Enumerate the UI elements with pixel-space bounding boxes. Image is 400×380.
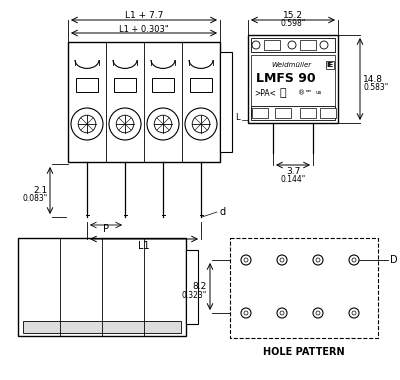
- Circle shape: [244, 258, 248, 262]
- Text: 8.2: 8.2: [193, 282, 207, 291]
- Bar: [320, 108, 336, 118]
- Bar: [300, 108, 316, 118]
- Circle shape: [320, 41, 328, 49]
- Bar: [186, 250, 198, 324]
- Circle shape: [241, 308, 251, 318]
- Text: L: L: [235, 114, 240, 122]
- Circle shape: [352, 258, 356, 262]
- Bar: [251, 55, 335, 115]
- Text: Weidmüller: Weidmüller: [271, 62, 311, 68]
- Circle shape: [313, 255, 323, 265]
- Text: 3.7: 3.7: [286, 166, 300, 176]
- Text: d: d: [219, 207, 225, 217]
- Circle shape: [277, 255, 287, 265]
- Bar: [114, 78, 136, 92]
- Bar: [275, 108, 291, 118]
- Bar: [248, 35, 338, 123]
- Bar: [230, 238, 378, 338]
- Text: Ⓢ: Ⓢ: [280, 88, 287, 98]
- Circle shape: [241, 255, 251, 265]
- Circle shape: [349, 308, 359, 318]
- Circle shape: [280, 258, 284, 262]
- Text: 0.323": 0.323": [182, 291, 207, 300]
- Text: HOLE PATTERN: HOLE PATTERN: [263, 347, 345, 357]
- Bar: [76, 78, 98, 92]
- Circle shape: [71, 108, 103, 140]
- Text: D: D: [390, 255, 398, 265]
- Text: IE: IE: [326, 62, 334, 68]
- Text: P: P: [103, 224, 109, 234]
- Circle shape: [352, 311, 356, 315]
- Circle shape: [349, 255, 359, 265]
- Circle shape: [277, 308, 287, 318]
- Bar: [251, 38, 335, 52]
- Bar: [68, 42, 220, 162]
- Circle shape: [280, 311, 284, 315]
- Circle shape: [244, 311, 248, 315]
- Circle shape: [316, 258, 320, 262]
- Circle shape: [154, 115, 172, 133]
- Circle shape: [192, 115, 210, 133]
- Text: L1 + 7.7: L1 + 7.7: [125, 11, 163, 19]
- Circle shape: [116, 115, 134, 133]
- Circle shape: [252, 41, 260, 49]
- Text: LMFS 90: LMFS 90: [256, 73, 316, 86]
- Text: 0.598": 0.598": [280, 19, 306, 28]
- Text: 15.2: 15.2: [283, 11, 303, 19]
- Bar: [152, 78, 174, 92]
- Circle shape: [147, 108, 179, 140]
- Text: 14.8: 14.8: [363, 74, 383, 84]
- Circle shape: [288, 41, 296, 49]
- Text: us: us: [316, 90, 322, 95]
- Text: 0.144": 0.144": [280, 174, 306, 184]
- Text: 0.083": 0.083": [23, 194, 48, 203]
- Bar: [18, 238, 186, 336]
- Text: 2.1: 2.1: [34, 186, 48, 195]
- Text: >PA<: >PA<: [254, 89, 276, 98]
- Text: L1: L1: [138, 241, 150, 251]
- Circle shape: [109, 108, 141, 140]
- Bar: [264, 40, 280, 50]
- Bar: [251, 106, 335, 120]
- Text: ®℠: ®℠: [298, 90, 312, 96]
- Circle shape: [78, 115, 96, 133]
- Circle shape: [313, 308, 323, 318]
- Circle shape: [316, 311, 320, 315]
- Circle shape: [185, 108, 217, 140]
- Bar: [23, 321, 181, 333]
- Bar: [190, 78, 212, 92]
- Bar: [252, 108, 268, 118]
- Bar: [220, 52, 232, 152]
- Text: 0.583": 0.583": [363, 84, 388, 92]
- Bar: [300, 40, 316, 50]
- Text: L1 + 0.303": L1 + 0.303": [119, 24, 169, 33]
